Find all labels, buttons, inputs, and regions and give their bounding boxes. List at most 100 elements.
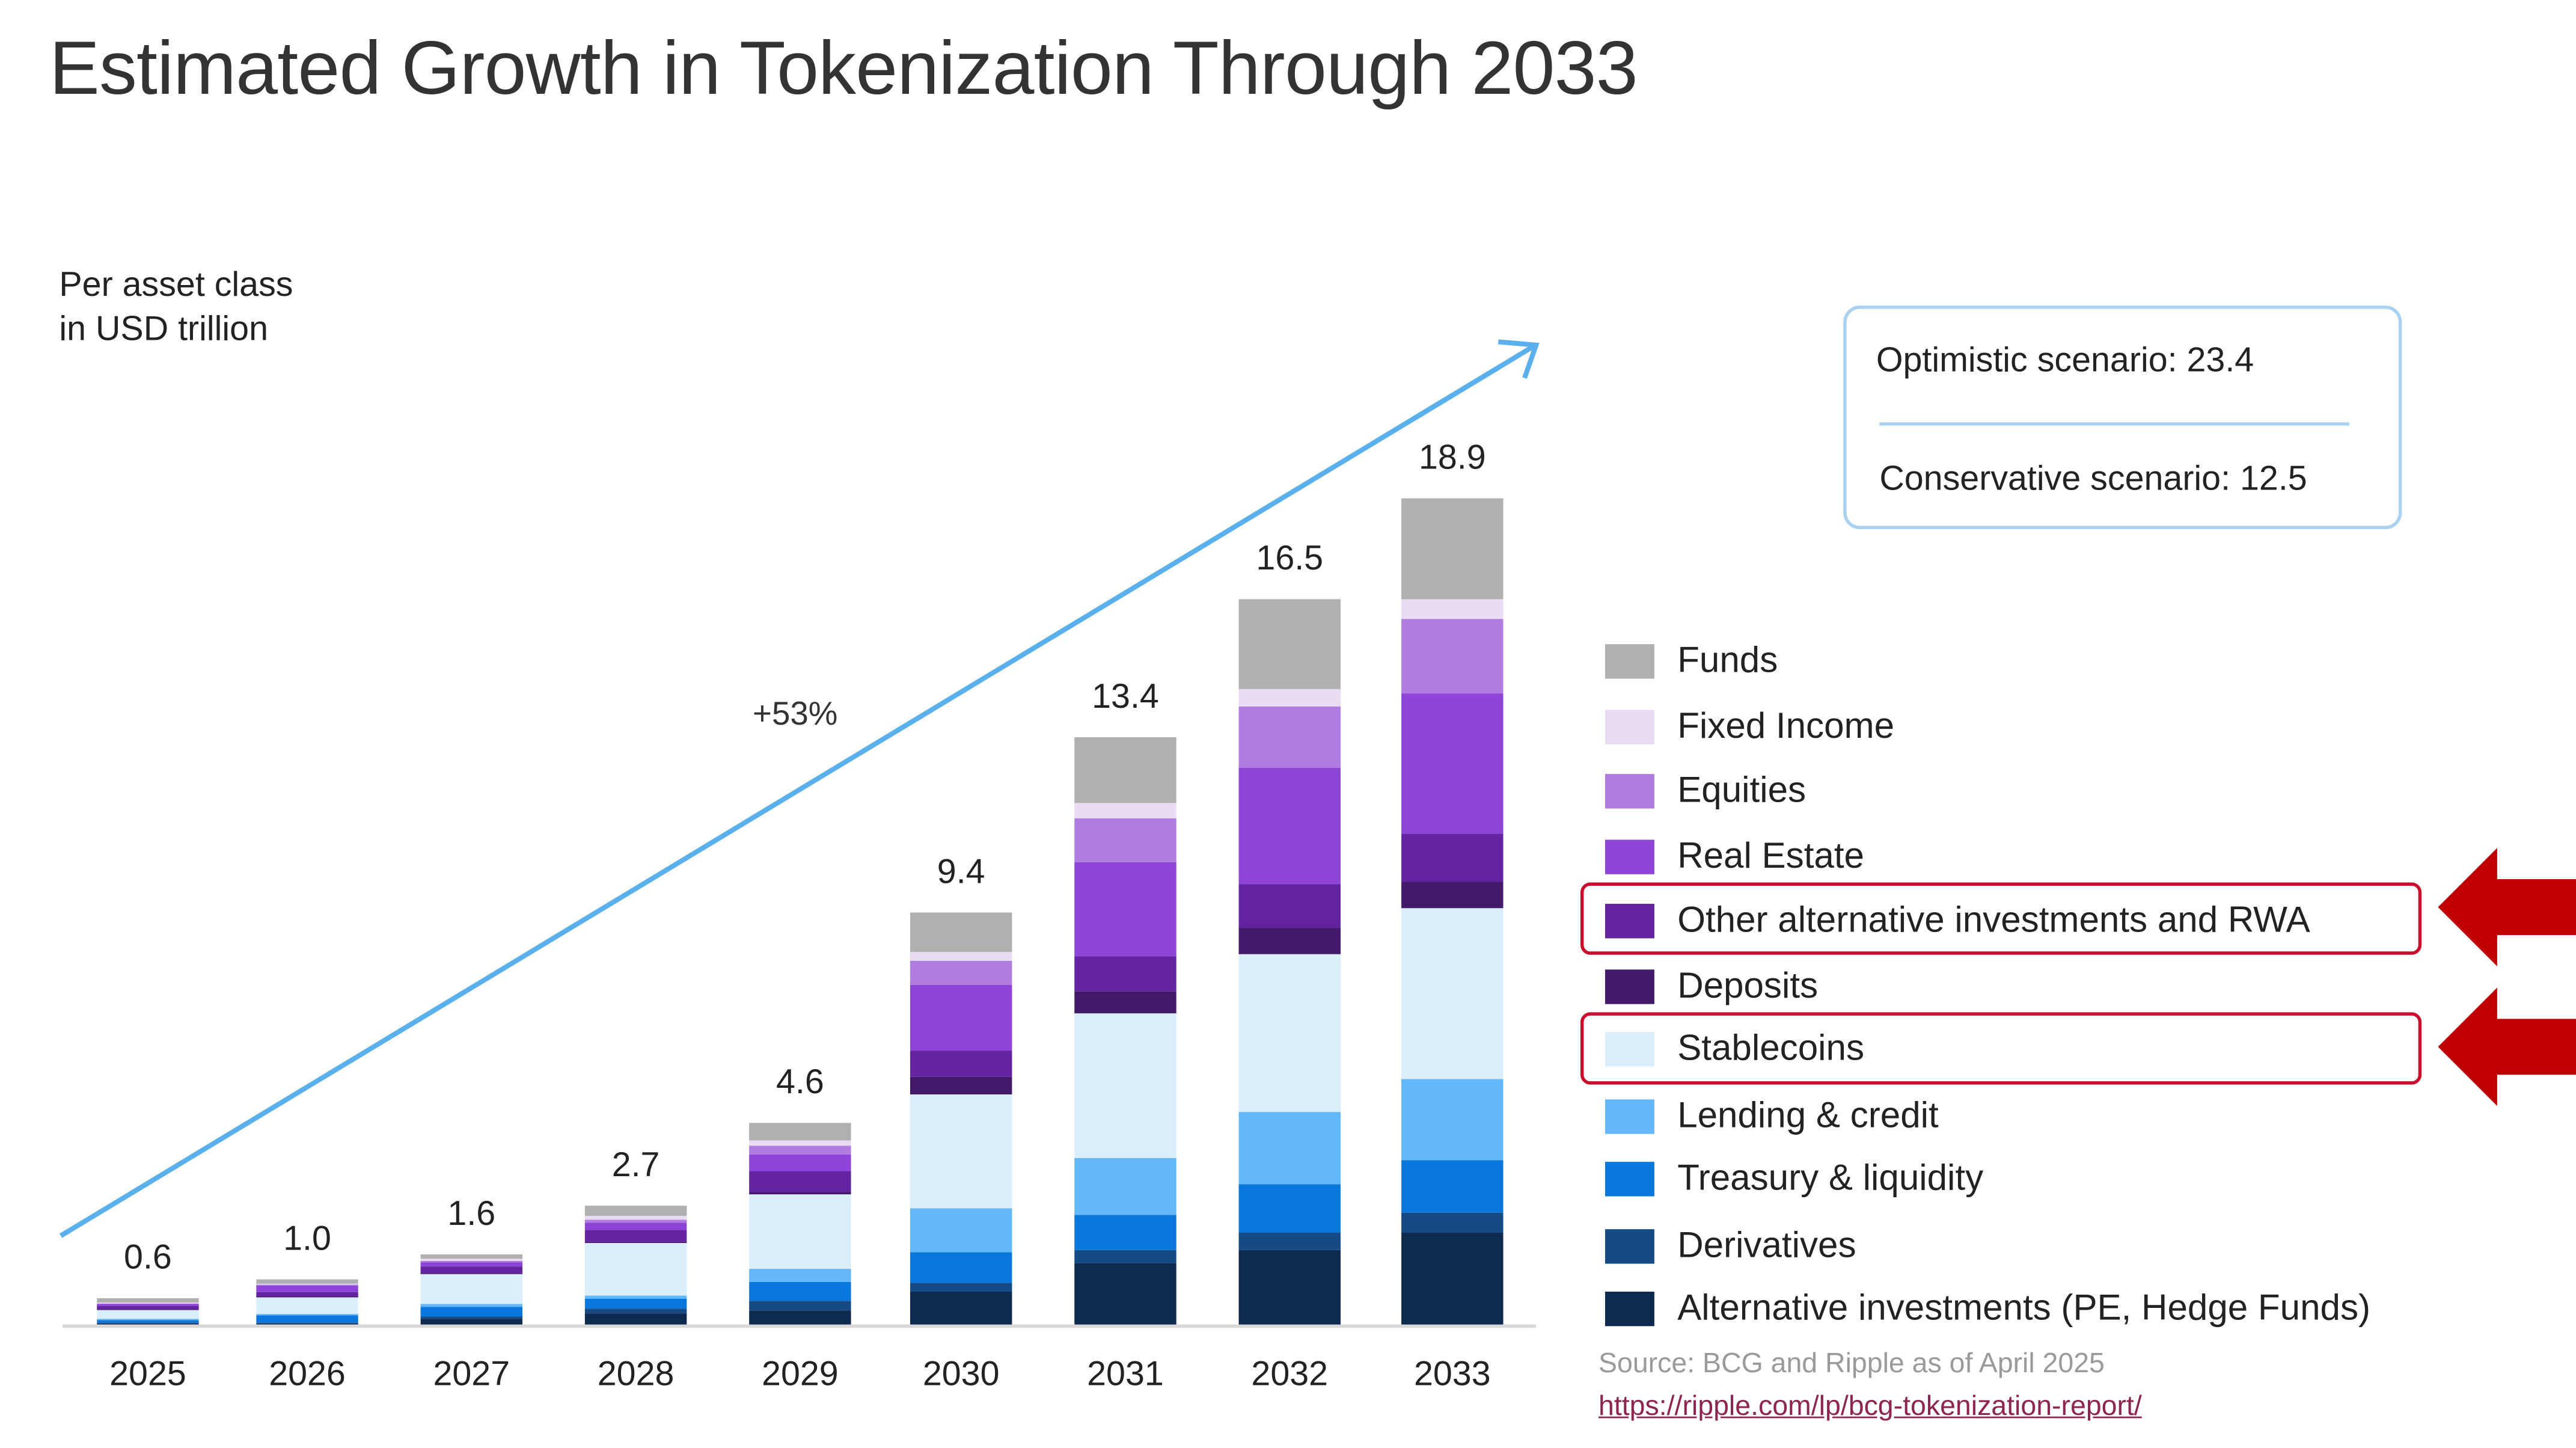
bar-total-label: 13.4 [1092, 677, 1159, 716]
legend-item: Funds [1605, 639, 1778, 682]
legend-label: Funds [1677, 639, 1778, 681]
bar-segment-treasury-liquidity [1238, 1184, 1341, 1233]
legend-item: Alternative investments (PE, Hedge Funds… [1605, 1287, 2370, 1330]
arrow-left-icon [2438, 987, 2576, 1106]
bar-segment-derivatives [256, 1322, 358, 1324]
bar-segment-fixed-income [1238, 689, 1341, 707]
bar-segment-derivatives [1238, 1232, 1341, 1250]
bar-segment-deposits [910, 1076, 1012, 1094]
page-title: Estimated Growth in Tokenization Through… [49, 24, 1638, 111]
bar-segment-derivatives [910, 1283, 1012, 1292]
bar-segment-treasury-liquidity [1401, 1160, 1504, 1213]
bar-segment-other-alternative-investments-and-rwa [584, 1230, 687, 1242]
bar-segment-deposits [420, 1273, 523, 1274]
legend-label: Treasury & liquidity [1677, 1156, 1984, 1198]
bar-segment-derivatives [584, 1308, 687, 1314]
bar-segment-equities [1238, 706, 1341, 768]
bar-segment-other-alternative-investments-and-rwa [1074, 956, 1176, 992]
legend-label: Real Estate [1677, 835, 1865, 876]
bar-total-label: 4.6 [776, 1063, 824, 1101]
legend-swatch [1605, 773, 1654, 808]
x-tick-label: 2026 [269, 1355, 346, 1393]
legend-item: Stablecoins [1605, 1027, 1864, 1070]
legend-label: Equities [1677, 768, 1807, 811]
highlight-box-stablecoins [1580, 1012, 2422, 1085]
bar-segment-lending-credit [97, 1319, 199, 1321]
highlight-arrows [2438, 848, 2576, 1106]
bar-segment-real-estate [749, 1154, 851, 1171]
growth-label: +53% [753, 695, 837, 732]
bar-segment-real-estate [584, 1223, 687, 1230]
growth-trend-arrow-tip [1413, 345, 1534, 419]
bar-segment-deposits [97, 1309, 199, 1310]
x-tick-label: 2033 [1414, 1355, 1491, 1393]
legend-swatch [1605, 903, 1654, 938]
bar-segment-real-estate [1074, 862, 1176, 957]
legend-item: Lending & credit [1605, 1094, 1939, 1137]
optimistic-scenario: Optimistic scenario: 23.4 [1876, 342, 2254, 380]
bar-segment-lending-credit [584, 1295, 687, 1299]
source-link[interactable]: https://ripple.com/lp/bcg-tokenization-r… [1599, 1390, 2142, 1422]
bar-segment-treasury-liquidity [910, 1252, 1012, 1283]
bar-segment-real-estate [910, 984, 1012, 1051]
arrow-head-icon [1498, 339, 1540, 379]
bar-segment-stablecoins [749, 1194, 851, 1269]
bar-segment-alternative-investments-pe-hedge-funds- [910, 1291, 1012, 1325]
bar-total-label: 1.6 [447, 1194, 495, 1233]
legend-swatch [1605, 709, 1654, 744]
bar-segment-stablecoins [97, 1310, 199, 1319]
bar-segment-funds [1238, 599, 1341, 689]
x-tick-label: 2029 [762, 1355, 839, 1393]
bar-segment-lending-credit [910, 1208, 1012, 1253]
legend-swatch [1605, 1031, 1654, 1066]
bar-segment-equities [910, 960, 1012, 985]
bar-segment-treasury-liquidity [256, 1315, 358, 1323]
bar-segment-lending-credit [1238, 1112, 1341, 1185]
growth-trend-arrow [59, 369, 1500, 1238]
x-tick-label: 2028 [598, 1355, 675, 1393]
bar-segment-alternative-investments-pe-hedge-funds- [1401, 1232, 1504, 1325]
legend-item: Fixed Income [1605, 705, 1894, 747]
scenario-divider [1879, 422, 2349, 426]
bar-segment-stablecoins [1401, 908, 1504, 1079]
bar-total-label: 1.0 [283, 1219, 331, 1257]
bar-segment-real-estate [97, 1304, 199, 1307]
legend-swatch [1605, 968, 1654, 1004]
bar-segment-stablecoins [420, 1274, 523, 1304]
bar-segment-deposits [1401, 882, 1504, 909]
bar-segment-derivatives [749, 1301, 851, 1311]
legend-label: Stablecoins [1677, 1027, 1865, 1069]
bar-segment-lending-credit [1074, 1158, 1176, 1215]
bar-segment-funds [420, 1254, 523, 1259]
bar-segment-fixed-income [97, 1302, 199, 1304]
legend-item: Treasury & liquidity [1605, 1157, 1983, 1200]
bar-segment-deposits [256, 1296, 358, 1298]
bar-segment-real-estate [1238, 768, 1341, 885]
bar-segment-real-estate [1401, 693, 1504, 834]
legend-label: Alternative investments (PE, Hedge Funds… [1677, 1286, 2371, 1328]
bar-segment-alternative-investments-pe-hedge-funds- [584, 1313, 687, 1325]
legend-item: Equities [1605, 769, 1806, 812]
bar-segment-deposits [1238, 928, 1341, 954]
bar-segment-funds [97, 1298, 199, 1303]
unit-label-line-1: Per asset class [59, 266, 293, 304]
arrow-left-icon [2438, 848, 2576, 966]
bar-segment-equities [420, 1260, 523, 1263]
bar-segment-treasury-liquidity [749, 1281, 851, 1301]
bar-segment-treasury-liquidity [1074, 1215, 1176, 1250]
bar-segment-fixed-income [749, 1140, 851, 1146]
bar-segment-funds [1401, 498, 1504, 600]
legend-swatch [1605, 1290, 1654, 1326]
bar-segment-other-alternative-investments-and-rwa [749, 1171, 851, 1192]
x-tick-label: 2032 [1251, 1355, 1328, 1393]
bar-segment-funds [256, 1279, 358, 1284]
bar-segment-deposits [1074, 991, 1176, 1014]
bar-segment-lending-credit [256, 1314, 358, 1316]
x-tick-label: 2031 [1087, 1355, 1164, 1393]
bar-segment-alternative-investments-pe-hedge-funds- [1074, 1263, 1176, 1325]
bar-segment-real-estate [420, 1262, 523, 1267]
bar-segment-alternative-investments-pe-hedge-funds- [1238, 1250, 1341, 1325]
bar-segment-derivatives [1074, 1250, 1176, 1263]
bar-segment-lending-credit [749, 1269, 851, 1282]
